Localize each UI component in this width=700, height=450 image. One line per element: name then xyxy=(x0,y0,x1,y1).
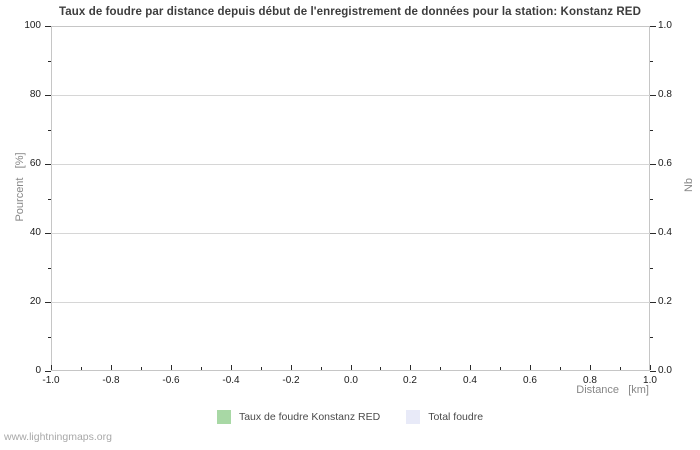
x-major-tick xyxy=(111,365,112,370)
x-tick-label: -1.0 xyxy=(42,375,60,386)
y-right-major-tick xyxy=(650,164,656,165)
x-minor-tick xyxy=(141,367,142,370)
y-right-tick-label: 0.4 xyxy=(658,227,672,238)
legend-item-taux-de-foudre: Taux de foudre Konstanz RED xyxy=(216,410,381,424)
y-left-minor-tick xyxy=(48,199,51,200)
y-left-tick-label: 0 xyxy=(35,365,41,376)
y-left-minor-tick xyxy=(48,130,51,131)
x-major-tick xyxy=(530,365,531,370)
x-tick-label: -0.2 xyxy=(282,375,300,386)
y-left-tick-label: 20 xyxy=(29,296,41,307)
y-right-major-tick xyxy=(650,302,656,303)
x-major-tick xyxy=(291,365,292,370)
x-minor-tick xyxy=(201,367,202,370)
y-right-tick-label: 0.8 xyxy=(658,89,672,100)
x-major-tick xyxy=(650,365,651,370)
x-tick-label: -0.6 xyxy=(162,375,180,386)
x-minor-tick xyxy=(440,367,441,370)
y-right-major-tick xyxy=(650,233,656,234)
h-gridline xyxy=(51,95,650,96)
watermark: www.lightningmaps.org xyxy=(4,431,112,443)
legend-label-taux-de-foudre: Taux de foudre Konstanz RED xyxy=(238,411,381,423)
x-tick-label: -0.4 xyxy=(222,375,240,386)
h-gridline xyxy=(51,233,650,234)
y-left-minor-tick xyxy=(48,61,51,62)
x-tick-label: 0.0 xyxy=(344,375,358,386)
y-right-minor-tick xyxy=(650,130,653,131)
x-tick-label: -0.8 xyxy=(102,375,120,386)
y-right-major-tick xyxy=(650,26,656,27)
y-right-minor-tick xyxy=(650,337,653,338)
x-major-tick xyxy=(410,365,411,370)
x-major-tick xyxy=(470,365,471,370)
x-tick-label: 1.0 xyxy=(643,375,657,386)
x-minor-tick xyxy=(380,367,381,370)
legend-label-total-foudre: Total foudre xyxy=(428,411,484,423)
y-left-tick-label: 100 xyxy=(24,20,41,31)
x-tick-label: 0.4 xyxy=(463,375,477,386)
y-left-major-tick xyxy=(45,95,51,96)
y-left-tick-label: 80 xyxy=(29,89,41,100)
legend-item-total-foudre: Total foudre xyxy=(406,410,483,424)
y-right-tick-label: 0.2 xyxy=(658,296,672,307)
x-minor-tick xyxy=(560,367,561,370)
legend-swatch-taux-de-foudre xyxy=(216,410,231,424)
x-tick-label: 0.6 xyxy=(523,375,537,386)
y-right-major-tick xyxy=(650,95,656,96)
y-right-minor-tick xyxy=(650,199,653,200)
plot-area xyxy=(51,26,650,371)
x-minor-tick xyxy=(500,367,501,370)
y-right-tick-label: 1.0 xyxy=(658,20,672,31)
x-minor-tick xyxy=(261,367,262,370)
x-major-tick xyxy=(171,365,172,370)
x-major-tick xyxy=(51,365,52,370)
y-left-major-tick xyxy=(45,233,51,234)
x-major-tick xyxy=(231,365,232,370)
x-major-tick xyxy=(351,365,352,370)
legend-swatch-total-foudre xyxy=(406,410,421,424)
y-right-major-tick xyxy=(650,371,656,372)
y-axis-title-right: Nb xyxy=(683,177,695,193)
y-left-major-tick xyxy=(45,164,51,165)
y-left-major-tick xyxy=(45,371,51,372)
h-gridline xyxy=(51,302,650,303)
y-right-tick-label: 0.0 xyxy=(658,365,672,376)
x-major-tick xyxy=(590,365,591,370)
y-left-minor-tick xyxy=(48,337,51,338)
x-minor-tick xyxy=(81,367,82,370)
y-left-major-tick xyxy=(45,26,51,27)
y-left-tick-label: 40 xyxy=(29,227,41,238)
y-right-minor-tick xyxy=(650,61,653,62)
x-axis-title: Distance [km] xyxy=(576,384,649,396)
y-left-tick-label: 60 xyxy=(29,158,41,169)
x-tick-label: 0.8 xyxy=(583,375,597,386)
y-right-minor-tick xyxy=(650,268,653,269)
x-tick-label: 0.2 xyxy=(403,375,417,386)
y-left-minor-tick xyxy=(48,268,51,269)
y-right-tick-label: 0.6 xyxy=(658,158,672,169)
x-minor-tick xyxy=(620,367,621,370)
chart-title: Taux de foudre par distance depuis début… xyxy=(59,6,641,18)
y-left-major-tick xyxy=(45,302,51,303)
h-gridline xyxy=(51,164,650,165)
x-minor-tick xyxy=(321,367,322,370)
legend: Taux de foudre Konstanz RED Total foudre xyxy=(0,410,700,424)
